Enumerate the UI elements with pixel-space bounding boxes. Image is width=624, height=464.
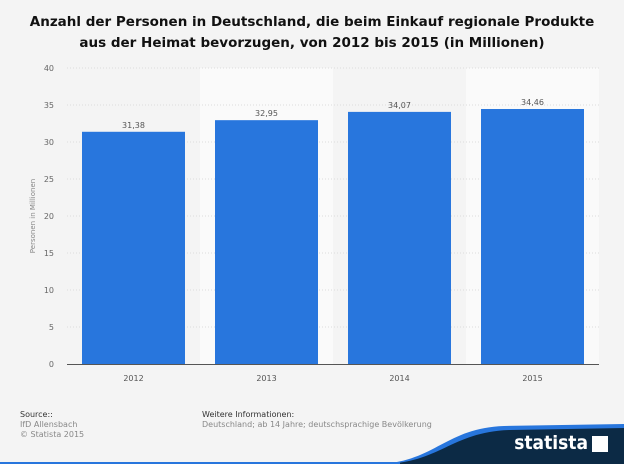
- x-tick-label: 2012: [123, 374, 143, 383]
- copyright-text: © Statista 2015: [20, 430, 85, 439]
- bar-2013: [215, 120, 318, 364]
- data-label: 31,38: [122, 121, 145, 130]
- y-tick-label: 5: [49, 323, 54, 332]
- logo-text: statista: [514, 432, 588, 454]
- y-axis-label: Personen in Millionen: [29, 179, 37, 253]
- chart-title: Anzahl der Personen in Deutschland, die …: [29, 14, 595, 51]
- y-tick-label: 30: [44, 138, 54, 147]
- info-block: Weitere Informationen: Deutschland; ab 1…: [202, 410, 432, 430]
- source-block: Source:: IfD Allensbach © Statista 2015: [20, 410, 84, 440]
- data-label: 32,95: [255, 109, 278, 118]
- footer-line: [0, 462, 400, 464]
- source-label: Source::: [20, 410, 53, 419]
- info-text: Deutschland; ab 14 Jahre; deutschsprachi…: [202, 420, 432, 429]
- data-label: 34,07: [388, 101, 411, 110]
- info-label: Weitere Informationen:: [202, 410, 295, 419]
- y-tick-label: 25: [44, 175, 54, 184]
- statista-mark-icon: [592, 436, 608, 452]
- bar-2015: [481, 108, 584, 364]
- x-tick-label: 2015: [522, 374, 542, 383]
- y-tick-label: 35: [44, 101, 54, 110]
- source-text: IfD Allensbach: [20, 420, 78, 429]
- y-tick-label: 20: [44, 212, 54, 221]
- y-tick-label: 0: [49, 360, 54, 369]
- y-tick-label: 10: [44, 286, 54, 295]
- x-tick-label: 2014: [389, 374, 409, 383]
- x-tick-label: 2013: [256, 374, 276, 383]
- logo-swoosh: [374, 424, 624, 464]
- y-tick-label: 40: [44, 64, 54, 73]
- statista-logo[interactable]: statista: [374, 420, 624, 464]
- data-label: 34,46: [521, 98, 544, 107]
- bar-2014: [348, 111, 451, 364]
- y-tick-label: 15: [44, 249, 54, 258]
- bar-2012: [82, 131, 185, 364]
